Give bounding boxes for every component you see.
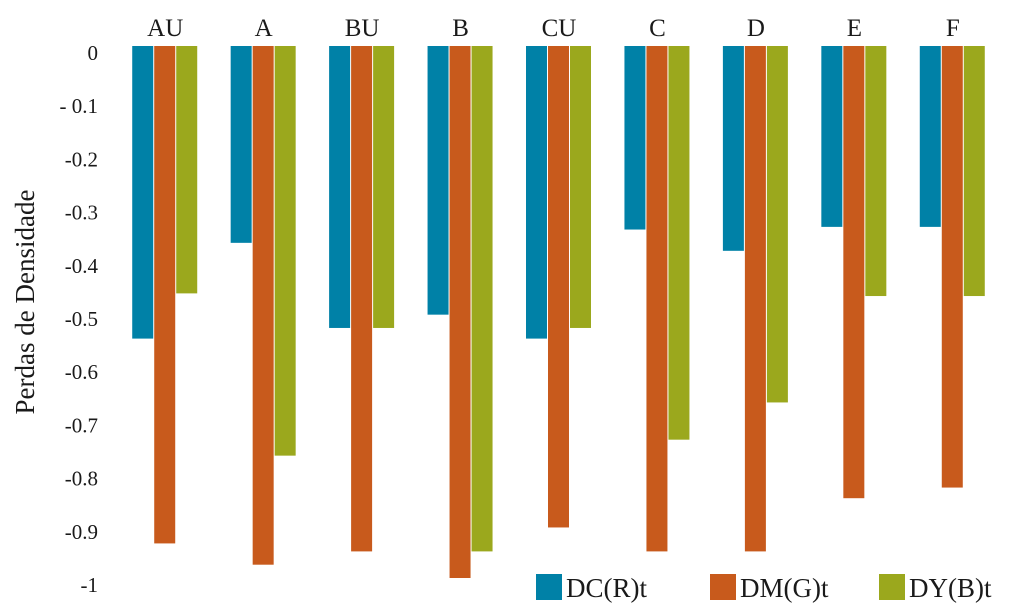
y-tick-label: -0.2 [65, 147, 98, 171]
bar-AU-DC(R)t [132, 46, 154, 339]
bar-D-DC(R)t [722, 46, 744, 251]
y-axis-title: Perdas de Densidade [10, 190, 40, 415]
bar-C-DM(G)t [646, 46, 668, 552]
bar-CU-DY(B)t [570, 46, 591, 328]
y-tick-label: -0.6 [65, 360, 98, 384]
category-label-A: A [255, 15, 273, 42]
y-tick-label: -0.7 [65, 413, 98, 437]
y-tick-label: -0.4 [65, 254, 99, 278]
category-label-B: B [452, 15, 469, 42]
bar-BU-DC(R)t [329, 46, 351, 328]
bar-BU-DM(G)t [351, 46, 373, 552]
bar-A-DY(B)t [274, 46, 296, 456]
legend-label-DY(B)t: DY(B)t [909, 573, 992, 603]
bar-E-DY(B)t [865, 46, 887, 297]
bar-E-DM(G)t [843, 46, 865, 499]
y-tick-label: 0 [88, 41, 99, 65]
bar-B-DM(G)t [449, 46, 471, 578]
y-tick-label: -1 [81, 573, 99, 597]
category-labels: AU A BU B CU C D E F [147, 15, 960, 42]
bar-F-DM(G)t [941, 46, 963, 488]
bar-A-DC(R)t [230, 46, 252, 243]
bar-CU-DC(R)t [526, 46, 547, 339]
legend-swatch-DC(R)t [536, 574, 562, 600]
category-label-D: D [747, 15, 765, 42]
bar-D-DY(B)t [766, 46, 788, 403]
category-label-BU: BU [345, 15, 380, 42]
bar-C-DC(R)t [624, 46, 646, 230]
bar-F-DY(B)t [963, 46, 985, 297]
y-tick-label: -0.9 [65, 520, 98, 544]
y-tick-label: -0.5 [65, 307, 98, 331]
bars-group [132, 46, 985, 578]
bar-B-DC(R)t [427, 46, 449, 315]
legend-label-DM(G)t: DM(G)t [740, 573, 829, 603]
legend-label-DC(R)t: DC(R)t [566, 573, 647, 603]
bar-CU-DM(G)t [548, 46, 569, 528]
bar-C-DY(B)t [668, 46, 690, 440]
bar-A-DM(G)t [252, 46, 274, 565]
y-tick-label: - 0.1 [60, 94, 99, 118]
bar-D-DM(G)t [744, 46, 766, 552]
category-label-F: F [946, 15, 960, 42]
y-tick-label: -0.8 [65, 467, 98, 491]
bar-B-DY(B)t [471, 46, 493, 552]
bar-BU-DY(B)t [373, 46, 395, 328]
bar-E-DC(R)t [821, 46, 843, 227]
legend-swatch-DM(G)t [710, 574, 736, 600]
category-label-C: C [649, 15, 666, 42]
bar-AU-DY(B)t [176, 46, 198, 294]
bar-F-DC(R)t [919, 46, 941, 227]
category-label-E: E [847, 15, 862, 42]
y-axis-ticks: 0 - 0.1 -0.2 -0.3 -0.4 -0.5 -0.6 -0.7 -0.8 -0.9 -1 [60, 41, 99, 597]
legend-swatch-DY(B)t [879, 574, 905, 600]
category-label-AU: AU [147, 15, 183, 42]
legend: DC(R)t DM(G)t DY(B)t [536, 573, 992, 603]
y-tick-label: -0.3 [65, 201, 98, 225]
category-label-CU: CU [542, 15, 577, 42]
bar-AU-DM(G)t [154, 46, 176, 544]
